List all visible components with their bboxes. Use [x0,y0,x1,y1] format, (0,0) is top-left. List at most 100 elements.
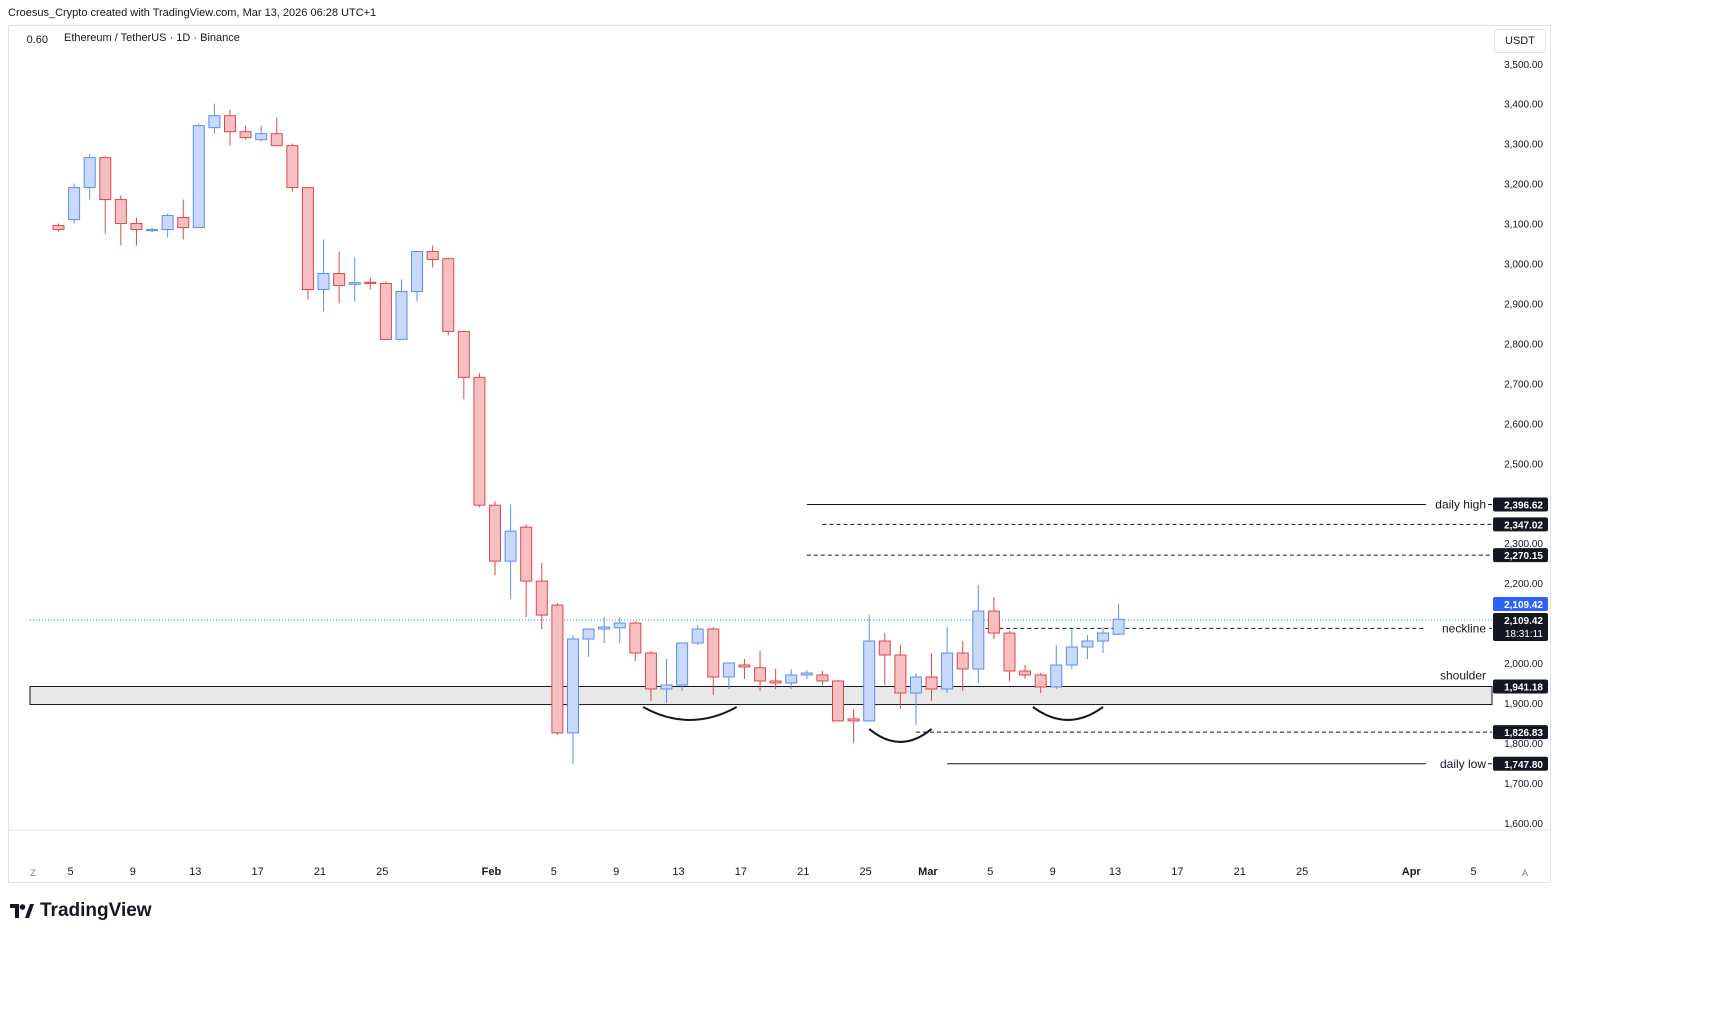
candle-body [177,217,190,229]
level-annotation: daily low [1440,757,1486,771]
annotation-background [1426,620,1488,636]
annotation-background [1426,755,1488,771]
candle-body [785,674,798,684]
candle-body [1081,640,1094,648]
candle-body [52,225,65,231]
right-axis-tick: 1,600.00 [1504,819,1543,830]
x-axis-tick: 21 [314,866,326,878]
candle-body [114,199,127,225]
candle-body [598,626,611,630]
x-axis-tick: Mar [918,866,938,878]
candle-body [644,652,657,690]
candle-body [1019,670,1032,676]
candle-body [239,131,252,139]
pattern-arc [1032,706,1104,721]
candle-body [535,580,548,616]
right-axis-tick: 2,800.00 [1504,339,1543,350]
candle-body [582,628,595,640]
candle-body [832,680,844,722]
candle-body [301,187,314,290]
annotation-background [1432,667,1488,683]
price-badge-label: 1,747.80 [1504,760,1543,771]
last-price-badge [1493,597,1548,611]
candle-body [847,718,860,722]
level-annotation: daily high [1435,498,1486,512]
right-axis-tick: 2,900.00 [1504,299,1543,310]
x-axis-tick: 5 [67,866,73,878]
axis-auto-left-button: Z [30,868,36,878]
annotation-background [1426,496,1488,512]
x-axis-tick: 5 [1471,866,1477,878]
x-axis-tick: 25 [1296,866,1308,878]
candle-body [130,223,143,231]
candle-body [878,640,891,656]
candle-body [161,215,174,231]
candle-body [83,157,96,189]
x-axis-tick: Apr [1402,866,1422,878]
candle-body [411,251,424,292]
candle-body [255,133,268,141]
candle-body [1050,664,1063,688]
tradingview-logo[interactable]: TradingView [10,900,152,922]
brand-name: TradingView [40,900,152,921]
countdown-price-label: 2,109.42 [1504,616,1543,627]
shoulder-annotation: shoulder [1440,668,1486,682]
candle-body [1034,674,1047,688]
candle-body [800,672,813,676]
x-axis-tick: 25 [859,866,871,878]
candle-body [395,290,408,340]
x-axis-tick: 17 [251,866,263,878]
candle-body [192,125,205,229]
candle-body [972,610,985,670]
candle-body [68,187,81,221]
candle-body [956,652,969,670]
right-axis-tick: 3,500.00 [1504,60,1543,71]
candle-body [707,628,720,678]
right-axis-tick: 2,300.00 [1504,539,1543,550]
x-axis-tick: 21 [797,866,809,878]
right-axis-tick: 3,400.00 [1504,100,1543,111]
price-badge-label: 1,826.83 [1504,728,1543,739]
candle-body [660,684,673,690]
symbol-title[interactable]: Ethereum / TetherUS · 1D · Binance [64,32,240,44]
x-axis-tick: 9 [130,866,136,878]
price-badge [1493,756,1548,771]
candle-body [317,272,330,290]
x-axis-tick: 13 [1109,866,1121,878]
right-axis-tick: 1,700.00 [1504,779,1543,790]
candle-body [754,667,767,682]
price-badge-label: 2,270.15 [1504,551,1543,562]
x-axis-tick: 17 [1171,866,1183,878]
candle-body [566,638,579,734]
candle-body [551,604,564,734]
countdown-timer: 18:31:11 [1505,629,1544,640]
candle-body [208,115,221,129]
price-badge-label: 2,396.62 [1504,501,1543,512]
candle-body [629,622,642,654]
candle-body [270,133,283,147]
candle-body [379,282,392,340]
candle-body [426,251,439,261]
candle-body [364,281,377,284]
pattern-arc [868,728,933,743]
last-price-badge-label: 2,109.42 [1504,600,1543,611]
x-axis-tick: Feb [482,866,502,878]
x-axis-tick: 13 [189,866,201,878]
candle-body [676,642,689,686]
candle-body [348,282,361,285]
right-axis-tick: 2,200.00 [1504,579,1543,590]
right-axis-tick: 2,500.00 [1504,459,1543,470]
x-axis-tick: 5 [987,866,993,878]
price-badge [1493,517,1548,532]
x-axis-tick: 9 [1050,866,1056,878]
currency-selector[interactable]: USDT [1494,29,1546,53]
candle-body [691,628,704,644]
x-axis-tick: 25 [376,866,388,878]
candle-body [223,115,236,133]
candle-body [925,676,938,690]
price-badge [1493,548,1548,563]
candle-body [909,676,922,694]
price-badge [1493,679,1548,694]
candle-body [863,640,876,722]
